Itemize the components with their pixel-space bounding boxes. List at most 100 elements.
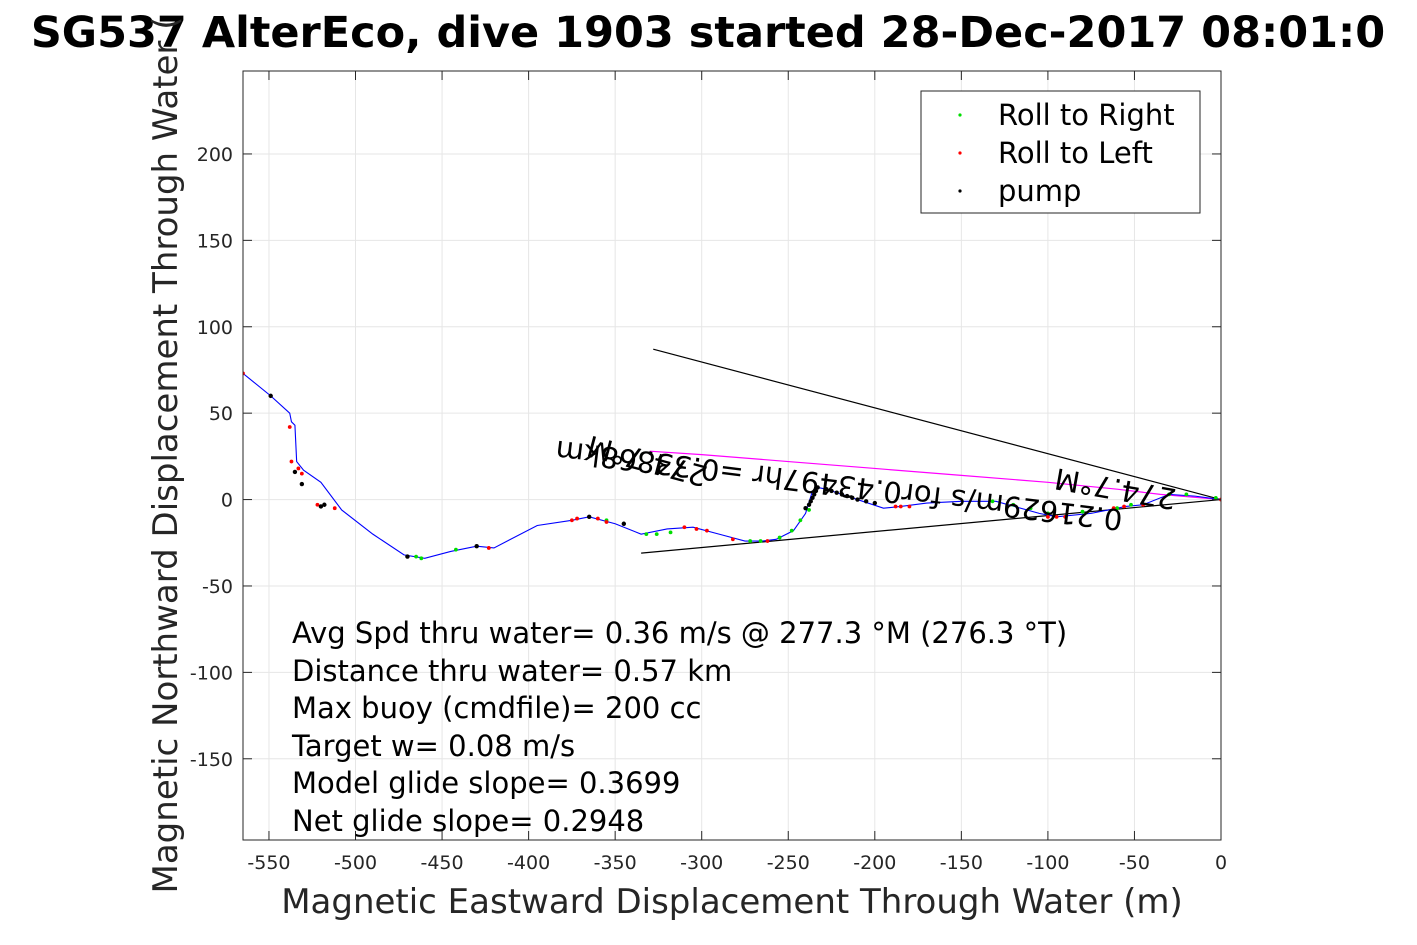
point-roll-to-right — [654, 532, 659, 537]
point-roll-to-left — [296, 466, 301, 471]
point-pump — [839, 492, 845, 497]
point-roll-to-right — [777, 535, 782, 540]
point-pump — [829, 488, 834, 494]
point-pump — [405, 554, 410, 559]
point-roll-to-left — [682, 525, 687, 530]
x-tick-label: -500 — [334, 852, 377, 874]
point-roll-to-left — [604, 520, 609, 524]
legend-label-pump: pump — [998, 174, 1081, 208]
point-roll-to-left — [332, 506, 337, 511]
data-layer — [243, 348, 1221, 561]
point-pump — [824, 486, 829, 492]
x-tick-label: -50 — [1119, 852, 1150, 874]
x-tick-label: -400 — [507, 852, 550, 874]
point-roll-to-left — [907, 504, 912, 509]
x-tick-label: -350 — [594, 852, 637, 874]
point-roll-to-right — [758, 539, 763, 543]
point-pump — [810, 495, 815, 501]
y-tick-label: 0 — [221, 490, 233, 512]
chart-title: SG537 AlterEco, dive 1903 started 28-Dec… — [31, 8, 1385, 58]
ticks: -550 -500 -450 -400 -350 -300 -250 -200 -150 -100… — [190, 71, 1227, 874]
point-roll-to-right — [748, 539, 753, 543]
point-roll-to-left — [486, 546, 491, 550]
point-roll-to-left — [595, 516, 600, 521]
stat-net-glide-slope: Net glide slope= 0.2948 — [292, 804, 644, 838]
point-roll-to-right — [1213, 495, 1218, 500]
point-roll-to-left — [1054, 514, 1059, 519]
point-roll-to-right — [1184, 492, 1189, 497]
stat-distance: Distance thru water= 0.57 km — [292, 654, 732, 688]
point-roll-to-right — [789, 528, 794, 533]
point-roll-to-right — [1046, 511, 1050, 516]
point-roll-to-left — [575, 516, 579, 521]
point-roll-to-left — [765, 539, 770, 543]
legend-marker-roll-left — [958, 151, 962, 155]
point-roll-to-left — [694, 527, 699, 531]
point-pump — [844, 493, 850, 499]
point-roll-to-right — [798, 518, 803, 523]
x-tick-label: 0 — [1215, 852, 1227, 874]
reference-line — [653, 348, 1221, 501]
reference-line — [641, 498, 1221, 554]
point-pump — [808, 499, 813, 504]
point-pump — [318, 504, 324, 509]
point-roll-to-right — [668, 530, 673, 535]
point-pump — [292, 469, 298, 475]
point-roll-to-left — [893, 504, 898, 509]
legend-label-roll-left: Roll to Left — [998, 136, 1153, 170]
point-roll-to-right — [1115, 506, 1120, 511]
x-tick-label: -250 — [767, 852, 810, 874]
legend: Roll to Right Roll to Left pump — [920, 90, 1201, 214]
point-roll-to-left — [1063, 514, 1068, 519]
point-roll-to-right — [807, 508, 811, 512]
point-roll-to-left — [299, 471, 304, 476]
point-roll-to-left — [730, 537, 735, 542]
y-tick-label: -50 — [202, 576, 233, 598]
point-pump — [815, 485, 820, 490]
point-pump — [863, 499, 869, 504]
legend-label-roll-right: Roll to Right — [998, 98, 1175, 132]
plot-frame — [242, 70, 1222, 841]
y-tick-label: 150 — [197, 230, 233, 252]
x-tick-label: -200 — [853, 852, 896, 874]
legend-box — [920, 90, 1201, 214]
point-pump — [474, 544, 479, 549]
point-roll-to-left — [315, 502, 320, 507]
x-tick-label: -300 — [680, 852, 723, 874]
point-pump — [268, 393, 273, 399]
heading-track-line — [649, 450, 1221, 501]
y-tick-label: -150 — [190, 749, 233, 771]
point-roll-to-left — [898, 504, 903, 509]
y-tick-label: 100 — [197, 317, 233, 339]
y-axis-label: Magnetic Northward Displacement Through … — [146, 17, 186, 894]
legend-marker-roll-right — [958, 113, 962, 117]
x-tick-label: -100 — [1026, 852, 1069, 874]
point-pump — [812, 492, 817, 497]
glider-track-line — [243, 372, 1221, 559]
y-tick-label: -100 — [190, 662, 233, 684]
point-roll-to-left — [287, 425, 292, 429]
point-pump — [322, 502, 327, 507]
point-pump — [834, 490, 839, 495]
point-roll-to-right — [644, 532, 649, 537]
point-roll-to-right — [1129, 502, 1133, 507]
point-roll-to-left — [705, 528, 709, 533]
point-roll-to-left — [1111, 506, 1116, 511]
stat-target-w: Target w= 0.08 m/s — [291, 729, 575, 763]
point-roll-to-right — [414, 554, 418, 559]
legend-marker-pump — [958, 189, 962, 193]
point-roll-to-right — [419, 556, 424, 561]
stat-avg-speed: Avg Spd thru water= 0.36 m/s @ 277.3 °M … — [292, 616, 1067, 650]
x-axis-label: Magnetic Eastward Displacement Through W… — [281, 882, 1183, 922]
point-pump — [813, 488, 819, 494]
point-pump — [850, 495, 855, 501]
point-pump — [299, 481, 305, 487]
stat-max-buoy: Max buoy (cmdfile)= 200 cc — [292, 691, 701, 725]
point-pump — [872, 500, 878, 506]
point-roll-to-right — [1028, 506, 1033, 511]
point-roll-to-left — [289, 459, 294, 464]
point-pump — [855, 497, 860, 502]
point-roll-to-left — [1046, 514, 1050, 519]
point-roll-to-right — [1011, 502, 1016, 507]
point-pump — [621, 521, 627, 526]
